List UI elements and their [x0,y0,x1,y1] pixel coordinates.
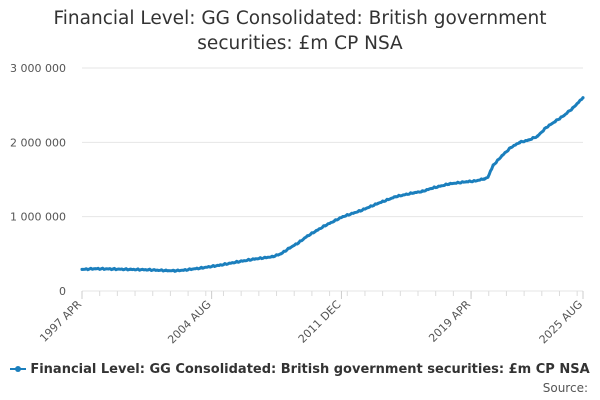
data-point [129,267,133,271]
chart-title-line-1: Financial Level: GG Consolidated: Britis… [53,8,547,29]
data-point [235,260,239,264]
y-tick-label: 1 000 000 [10,211,66,224]
data-point [429,186,433,190]
data-point [288,246,292,250]
data-point [527,138,530,142]
x-tick-label: 2004 AUG [165,298,214,347]
data-point [93,267,97,271]
legend-series-label: Financial Level: GG Consolidated: Britis… [30,362,590,377]
data-point [164,269,168,273]
data-point [571,106,575,110]
data-point [323,224,327,228]
data-point [146,268,150,272]
y-tick-label: 0 [59,285,66,298]
data-point [509,146,513,149]
data-point [111,267,115,271]
data-point [199,266,203,270]
data-point [412,191,416,195]
data-point [447,182,451,186]
data-point [217,263,221,267]
data-point [420,189,424,193]
source-label: Source: [542,381,588,395]
data-point [562,114,566,118]
data-point [270,255,274,259]
data-point [314,229,318,233]
data-point [535,134,539,138]
data-point [359,209,362,213]
data-point [500,154,504,158]
legend[interactable]: Financial Level: GG Consolidated: Britis… [0,362,600,377]
data-point [279,252,283,256]
legend-series-marker [10,365,27,372]
y-tick-label: 2 000 000 [10,136,66,149]
data-point [544,126,548,129]
data-point [394,195,398,199]
data-point [581,96,585,100]
chart-title: Financial Level: GG Consolidated: Britis… [0,6,600,56]
data-point [518,140,522,144]
data-point [474,179,477,183]
series-line [80,96,585,273]
x-tick-label: 1997 APR [37,298,84,345]
x-tick-label: 2019 APR [426,298,473,345]
x-tick-label: 2025 AUG [537,298,586,347]
data-point [465,180,469,184]
data-point [306,234,309,238]
y-tick-label: 3 000 000 [10,62,66,75]
data-point [553,120,557,123]
data-point [341,215,345,219]
chart-title-line-2: securities: £m CP NSA [197,33,403,54]
data-point [252,257,256,261]
data-point [173,269,177,273]
data-point [486,175,490,179]
data-point [376,201,380,205]
data-point [491,163,495,167]
data-point [80,267,84,271]
data-point [297,241,301,245]
data-point [182,268,186,272]
data-point [332,219,336,223]
data-point [482,177,486,181]
x-tick-label: 2011 DEC [296,298,344,346]
